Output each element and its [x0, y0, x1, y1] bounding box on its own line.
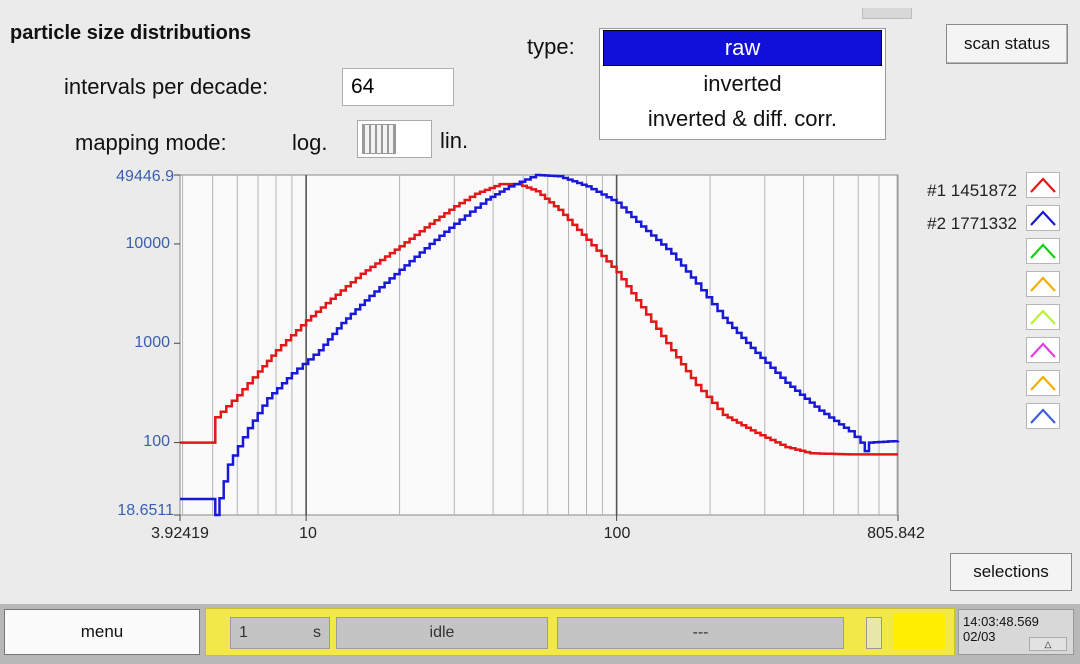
chevron-up-icon	[1030, 408, 1056, 424]
small-indicator	[866, 617, 882, 649]
legend-entry-1: #1 1451872	[927, 181, 1017, 200]
intervals-input[interactable]	[342, 68, 454, 106]
info-display: ---	[557, 617, 844, 649]
interval-unit: s	[313, 624, 321, 641]
x-tick-label-min: 3.92419	[151, 525, 209, 542]
distribution-chart: 49446.9 10000 1000 100 18.6511 3.92419 1…	[116, 168, 1017, 542]
y-tick-label-min: 18.6511	[117, 502, 174, 519]
chevron-up-icon	[1030, 210, 1056, 226]
grid-lines	[182, 175, 898, 515]
toggle-knob[interactable]	[362, 124, 396, 154]
mapping-mode-label: mapping mode:	[75, 130, 227, 155]
chevron-up-icon	[1030, 243, 1056, 259]
type-label: type:	[527, 34, 575, 59]
chevron-up-icon	[1030, 375, 1056, 391]
lin-option-label: lin.	[440, 128, 469, 153]
y-tick-label-10000: 10000	[126, 235, 171, 252]
axis-ticks	[174, 174, 899, 521]
clock-time: 14:03:48.569	[963, 614, 1039, 629]
x-tick-label-max: 805.842	[867, 525, 925, 542]
clock-date: 02/03	[963, 629, 996, 644]
clock-display: 14:03:48.569 02/03 △	[958, 609, 1074, 655]
series-line-1	[180, 182, 898, 456]
legend-entry-2: #2 1771332	[927, 214, 1017, 233]
plot-area	[179, 174, 899, 516]
series-line-2	[180, 173, 900, 517]
state-display: idle	[336, 617, 548, 649]
selections-button[interactable]: selections	[950, 553, 1072, 591]
type-option-inverted-diff-corr[interactable]: inverted & diff. corr.	[647, 106, 838, 131]
type-option-raw[interactable]: raw	[603, 30, 882, 66]
x-tick-label-10: 10	[299, 525, 317, 542]
y-tick-label-1000: 1000	[134, 334, 170, 351]
y-tick-label-max: 49446.9	[116, 168, 174, 185]
legend-slot-7[interactable]	[1026, 370, 1060, 396]
interval-display[interactable]: 1 s	[230, 617, 330, 649]
scan-status-button[interactable]: scan status	[946, 24, 1068, 64]
legend-slot-6[interactable]	[1026, 337, 1060, 363]
legend-slot-1[interactable]	[1026, 172, 1060, 198]
legend-slot-4[interactable]	[1026, 271, 1060, 297]
chevron-up-icon	[1030, 177, 1056, 193]
legend-slot-2[interactable]	[1026, 205, 1060, 231]
legend-slot-8[interactable]	[1026, 403, 1060, 429]
type-option-inverted[interactable]: inverted	[703, 71, 782, 96]
chevron-up-icon	[1030, 342, 1056, 358]
chevron-up-icon	[1030, 309, 1056, 325]
y-tick-label-100: 100	[143, 433, 170, 450]
legend-slot-3[interactable]	[1026, 238, 1060, 264]
series-group	[180, 173, 900, 517]
top-grip-handle[interactable]	[862, 8, 912, 19]
status-indicator	[893, 614, 945, 650]
interval-value: 1	[239, 624, 248, 641]
x-tick-label-100: 100	[604, 525, 631, 542]
chevron-up-icon	[1030, 276, 1056, 292]
mapping-mode-toggle[interactable]	[357, 120, 432, 158]
type-listbox[interactable]: raw inverted inverted & diff. corr.	[599, 28, 886, 140]
page-title: particle size distributions	[10, 22, 252, 44]
intervals-label: intervals per decade:	[64, 74, 269, 99]
chevron-up-icon[interactable]: △	[1029, 637, 1067, 651]
log-option-label: log.	[292, 130, 328, 155]
legend-slot-5[interactable]	[1026, 304, 1060, 330]
menu-button[interactable]: menu	[4, 609, 200, 655]
